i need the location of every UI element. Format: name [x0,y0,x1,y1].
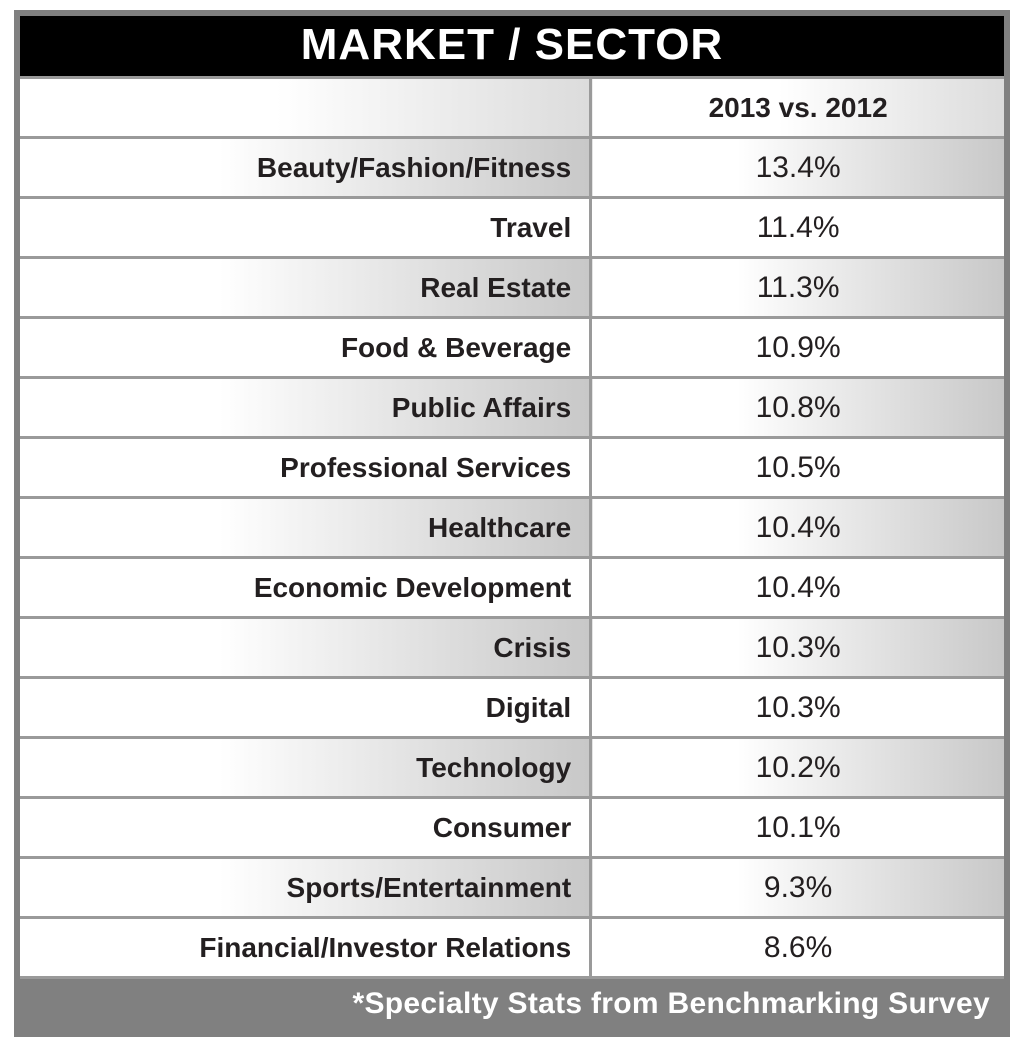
sector-cell: Consumer [20,798,591,858]
sector-cell: Beauty/Fashion/Fitness [20,138,591,198]
sector-cell: Digital [20,678,591,738]
table-row: Sports/Entertainment9.3% [20,858,1004,918]
value-cell: 10.1% [591,798,1004,858]
value-cell: 10.3% [591,618,1004,678]
sector-cell: Real Estate [20,258,591,318]
value-cell: 10.4% [591,498,1004,558]
table-row: Professional Services10.5% [20,438,1004,498]
value-cell: 10.9% [591,318,1004,378]
value-cell: 13.4% [591,138,1004,198]
table-row: Food & Beverage10.9% [20,318,1004,378]
sector-cell: Sports/Entertainment [20,858,591,918]
table-header-row: 2013 vs. 2012 [20,78,1004,138]
column-header-sector [20,78,591,138]
table-row: Healthcare10.4% [20,498,1004,558]
table-row: Real Estate11.3% [20,258,1004,318]
data-table: 2013 vs. 2012 Beauty/Fashion/Fitness13.4… [20,76,1004,976]
column-header-value: 2013 vs. 2012 [591,78,1004,138]
table-row: Travel11.4% [20,198,1004,258]
table-row: Economic Development10.4% [20,558,1004,618]
value-cell: 10.5% [591,438,1004,498]
table-row: Digital10.3% [20,678,1004,738]
value-cell: 11.4% [591,198,1004,258]
table-row: Technology10.2% [20,738,1004,798]
sector-cell: Technology [20,738,591,798]
value-cell: 10.4% [591,558,1004,618]
sector-cell: Travel [20,198,591,258]
sector-cell: Economic Development [20,558,591,618]
value-cell: 9.3% [591,858,1004,918]
table-title: MARKET / SECTOR [20,16,1004,76]
table-row: Crisis10.3% [20,618,1004,678]
sector-cell: Professional Services [20,438,591,498]
value-cell: 10.3% [591,678,1004,738]
table-row: Beauty/Fashion/Fitness13.4% [20,138,1004,198]
value-cell: 10.2% [591,738,1004,798]
sector-cell: Healthcare [20,498,591,558]
value-cell: 8.6% [591,918,1004,977]
value-cell: 11.3% [591,258,1004,318]
table-row: Consumer10.1% [20,798,1004,858]
sector-cell: Financial/Investor Relations [20,918,591,977]
market-sector-table: MARKET / SECTOR 2013 vs. 2012 Beauty/Fas… [14,10,1010,1037]
value-cell: 10.8% [591,378,1004,438]
table-row: Public Affairs10.8% [20,378,1004,438]
table-row: Financial/Investor Relations8.6% [20,918,1004,977]
sector-cell: Crisis [20,618,591,678]
sector-cell: Food & Beverage [20,318,591,378]
table-footnote: *Specialty Stats from Benchmarking Surve… [20,976,1004,1031]
sector-cell: Public Affairs [20,378,591,438]
